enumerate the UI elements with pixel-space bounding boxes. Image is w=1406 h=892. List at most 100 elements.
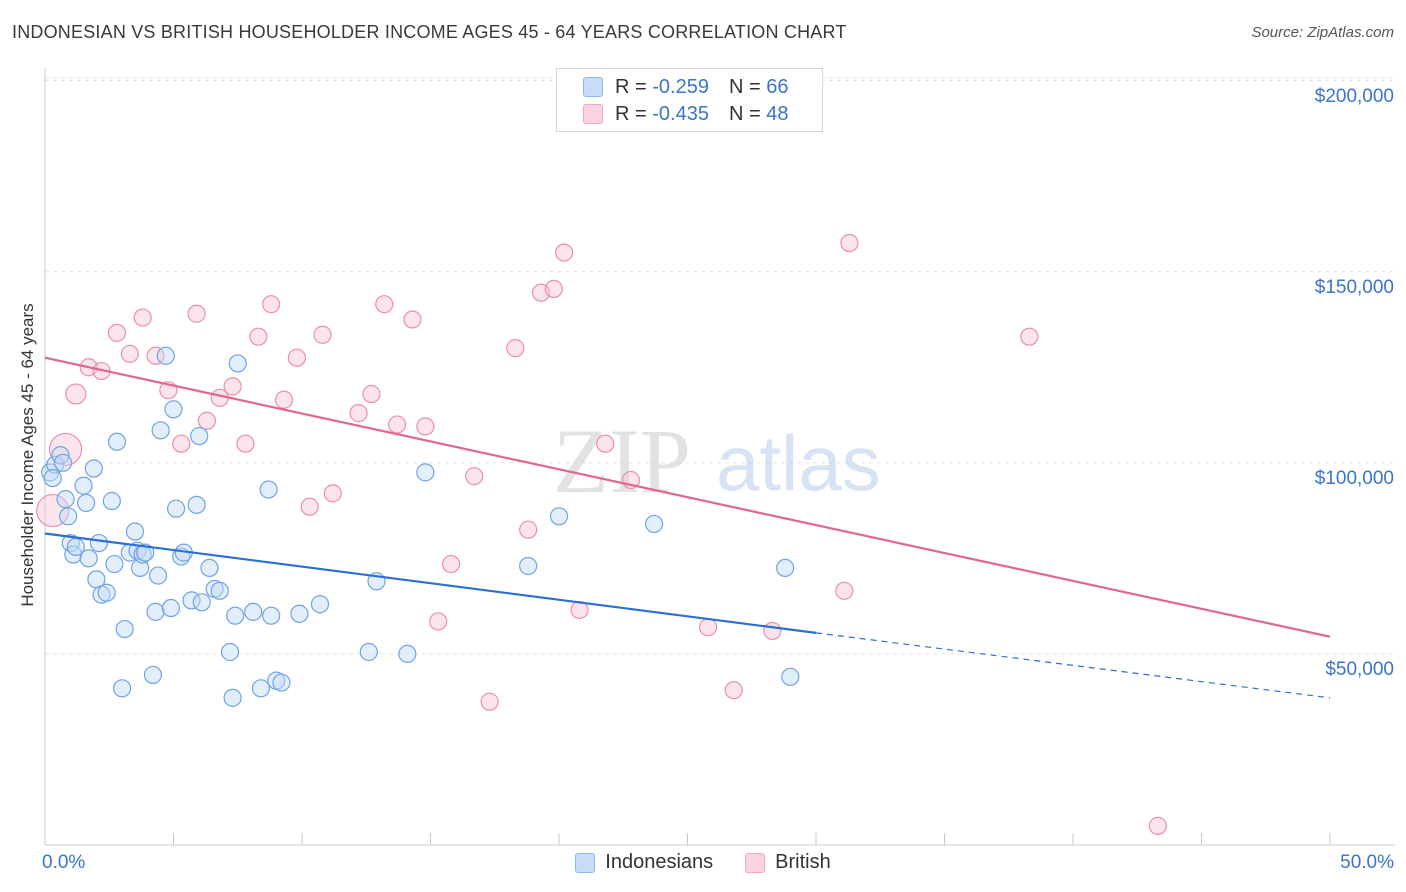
n-label: N = [728, 102, 761, 125]
british-point [429, 612, 448, 631]
indonesians-point [223, 688, 242, 707]
indonesians-point [56, 490, 75, 509]
watermark-atlas: atlas [716, 419, 881, 507]
british-point [1148, 816, 1167, 835]
british-point [262, 295, 281, 314]
legend-swatch-british [583, 104, 603, 124]
indonesians-point [112, 679, 132, 698]
y-tick-label: $50,000 [1325, 659, 1394, 680]
british-point [555, 243, 574, 262]
indonesians-point [781, 667, 800, 686]
british-point [724, 681, 743, 700]
indonesians-point [161, 598, 181, 618]
british-point [840, 233, 859, 253]
british-point [223, 377, 242, 396]
chart-title: INDONESIAN VS BRITISH HOUSEHOLDER INCOME… [12, 22, 847, 42]
british-point [763, 621, 782, 641]
indonesians-point [251, 679, 270, 698]
legend-row-british: R = -0.435 N = 48 [583, 102, 788, 126]
indonesians-point [416, 463, 435, 482]
y-tick-label: $200,000 [1314, 86, 1394, 107]
british-point [197, 411, 217, 430]
indonesians-point [272, 673, 291, 692]
indonesians-point [115, 619, 134, 639]
x-tick-label-max: 50.0% [1340, 852, 1394, 873]
indonesians-point [549, 507, 569, 526]
indonesians-point [519, 556, 538, 576]
british-point [323, 484, 342, 503]
indonesians-point [166, 499, 186, 518]
british-point [544, 279, 563, 298]
indonesians-point [200, 558, 219, 578]
british-point [387, 415, 407, 434]
watermark-zip: ZIP [553, 410, 691, 512]
indonesians-point [102, 491, 121, 511]
n-value: 66 [766, 75, 789, 98]
axes [44, 68, 1395, 846]
indonesians-points [41, 346, 800, 707]
indonesians-point [43, 468, 62, 488]
indonesians-point [77, 493, 96, 513]
british-point [313, 325, 332, 344]
indonesians-point [228, 354, 247, 373]
british-point [287, 348, 306, 367]
legend-label-indonesians: Indonesians [605, 851, 714, 873]
n-value: 48 [766, 102, 789, 125]
indonesians-trend-line [44, 532, 817, 634]
indonesians-point [151, 421, 170, 440]
watermark: ZIP atlas [553, 410, 881, 512]
indonesians-point [190, 426, 209, 446]
indonesians-point [59, 507, 78, 526]
indonesians-point [310, 595, 330, 614]
x-tick-label-min: 0.0% [42, 852, 86, 873]
british-point [1020, 327, 1039, 346]
r-label: R = [615, 75, 647, 98]
british-point [107, 323, 127, 342]
indonesians-point [107, 432, 127, 451]
british-points [36, 233, 1167, 835]
british-point [835, 581, 854, 600]
british-point [465, 467, 484, 486]
legend-row-indonesians: R = -0.259 N = 66 [583, 75, 788, 99]
indonesians-point [210, 581, 229, 600]
indonesians-point [262, 606, 281, 625]
gridlines [45, 77, 1395, 655]
indonesians-point [226, 606, 245, 625]
british-point [65, 383, 87, 405]
indonesians-point [125, 522, 145, 541]
british-point [349, 404, 368, 423]
trend-lines [44, 356, 1331, 699]
indonesians-point [398, 644, 417, 664]
source-label: Source: ZipAtlas.com [1251, 24, 1394, 41]
indonesians-point [53, 453, 73, 472]
british-point [249, 327, 268, 346]
n-label: N = [728, 75, 761, 98]
y-tick-label: $100,000 [1314, 468, 1394, 489]
legend-item-british[interactable]: British [745, 851, 831, 874]
indonesians-point [192, 593, 211, 612]
indonesians-point [97, 583, 116, 602]
indonesians-point [79, 549, 98, 568]
indonesians-point [143, 665, 163, 685]
indonesians-point [359, 642, 378, 662]
british-point [698, 618, 718, 637]
british-point [416, 417, 435, 436]
british-trend-line [44, 356, 1331, 638]
r-label: R = [615, 102, 647, 125]
y-axis-label: Householder Income Ages 45 - 64 years [18, 303, 37, 607]
british-point [172, 434, 191, 453]
legend-item-indonesians[interactable]: Indonesians [575, 851, 713, 874]
british-point [441, 554, 461, 574]
british-point [480, 692, 499, 711]
legend-swatch-indonesians [575, 852, 596, 873]
r-value: -0.259 [652, 75, 709, 98]
british-point [48, 432, 83, 467]
indonesians-point [105, 554, 124, 574]
british-point [362, 384, 381, 404]
indonesians-point [776, 558, 795, 578]
british-point [300, 497, 319, 516]
british-point [146, 346, 165, 365]
indonesians-point [84, 459, 103, 478]
legend-label-british: British [775, 851, 831, 873]
